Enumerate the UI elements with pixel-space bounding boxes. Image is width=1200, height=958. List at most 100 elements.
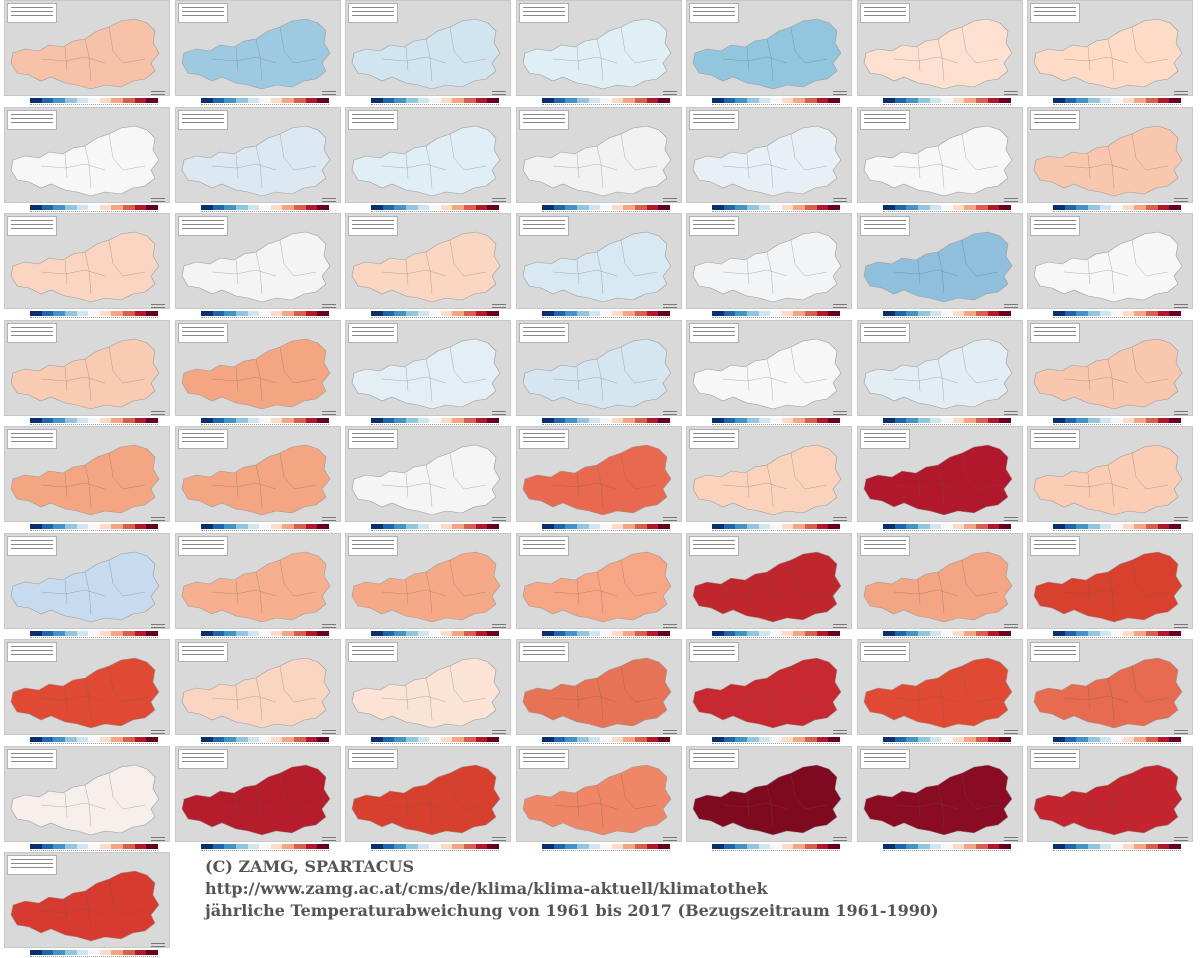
colorbar-step [735,844,747,849]
colorbar-step [883,311,895,316]
colorbar-step [270,524,283,529]
colorbar-step [417,737,430,742]
colorbar-step [417,311,430,316]
austria-map [516,213,682,309]
colorbar-ticks [371,211,499,213]
colorbar-step [317,311,330,316]
colorbar-ticks [712,424,840,426]
year-map-1980 [853,213,1023,319]
map-legend-box [178,749,228,769]
country-outline [10,18,160,90]
zamg-credit-mark [151,837,165,838]
colorbar-step [487,418,500,423]
country-outline [692,764,842,836]
colorbar [30,631,159,636]
map-legend-box [519,536,569,556]
colorbar-step [1076,418,1088,423]
colorbar-step [1169,737,1182,742]
colorbar-step [1169,418,1182,423]
colorbar-step [805,524,817,529]
colorbar-ticks [30,104,158,106]
zamg-credit-mark [1174,730,1188,731]
colorbar [30,524,159,529]
colorbar-step [405,205,418,210]
colorbar [712,737,841,742]
country-outline [522,18,672,90]
map-legend-box [519,110,569,130]
colorbar [371,205,500,210]
state-borders [381,346,487,402]
colorbar-step [30,98,42,103]
austria-map [345,533,511,629]
colorbar-step [270,98,283,103]
colorbar [371,737,500,742]
colorbar-step [1099,418,1112,423]
colorbar-step [1111,311,1123,316]
colorbar-step [646,205,659,210]
colorbar-step [1099,737,1112,742]
year-map-1998 [341,533,511,639]
colorbar-step [294,737,306,742]
colorbar-step [317,844,330,849]
colorbar-ticks [883,317,1011,319]
colorbar-step [623,418,636,423]
map-legend-box [348,216,398,236]
colorbar-step [64,844,77,849]
colorbar-step [53,311,65,316]
year-map-1990 [171,426,341,532]
colorbar-step [317,524,330,529]
zamg-credit-mark [492,517,506,518]
colorbar-step [1157,524,1170,529]
colorbar-step [1111,524,1123,529]
year-map-2000 [682,533,852,639]
colorbar-step [282,844,295,849]
state-borders [552,133,658,189]
colorbar-step [235,631,248,636]
colorbar-step [41,205,54,210]
zamg-credit-mark [1004,91,1018,92]
colorbar-step [976,98,988,103]
austria-map [4,0,170,96]
colorbar-step [588,205,601,210]
colorbar-step [917,205,930,210]
colorbar-step [646,737,659,742]
colorbar-ticks [1053,530,1181,532]
country-outline [522,125,672,197]
colorbar-step [64,311,77,316]
austria-shape [863,338,1013,410]
colorbar-step [758,844,771,849]
state-borders [381,559,487,615]
map-legend-box [689,110,739,130]
colorbar-step [987,311,1000,316]
state-borders [722,772,828,828]
colorbar-step [212,311,225,316]
colorbar-step [646,844,659,849]
colorbar-step [976,737,988,742]
colorbar-step [894,418,907,423]
country-outline [10,657,160,729]
country-outline [1033,444,1183,516]
austria-shape [181,444,331,516]
colorbar-step [770,737,782,742]
year-map-1997 [171,533,341,639]
colorbar-step [1087,524,1100,529]
zamg-credit-mark [492,411,506,412]
colorbar-step [894,844,907,849]
austria-map [175,533,341,629]
colorbar-step [259,418,271,423]
austria-shape [1033,338,1183,410]
colorbar-step [723,631,736,636]
colorbar-step [382,98,395,103]
colorbar-step [99,311,112,316]
map-legend-box [178,110,228,130]
colorbar-step [600,205,612,210]
map-legend-box [689,749,739,769]
austria-map [686,320,852,416]
zamg-credit-mark [663,730,677,731]
austria-shape [181,125,331,197]
colorbar-step [146,844,159,849]
colorbar-step [305,631,318,636]
austria-shape [692,18,842,90]
zamg-credit-mark [833,624,847,625]
colorbar [371,524,500,529]
